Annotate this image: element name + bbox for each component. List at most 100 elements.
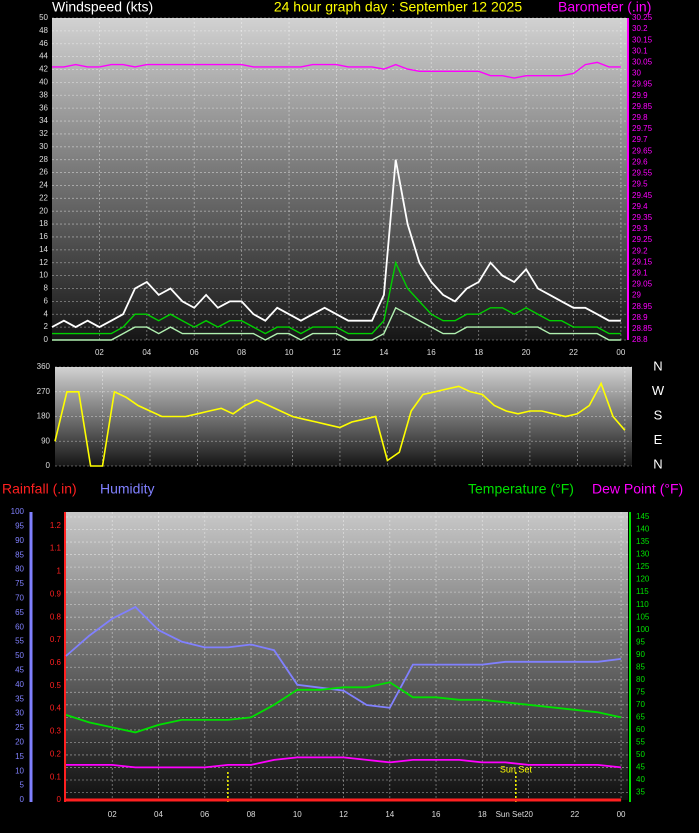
chart-title: 24 hour graph day : September 12 2025 (274, 0, 523, 15)
y-tick-label: 29.15 (632, 257, 653, 266)
x-tick-label: 20 (522, 348, 531, 357)
y-tick-label: 28.85 (632, 324, 653, 333)
x-tick-label: 00 (617, 810, 626, 819)
legend-entry: Rainfall (.in) (2, 481, 77, 497)
compass-label: N (653, 358, 662, 373)
y-tick-label: 130 (636, 550, 650, 559)
y-tick-label: 29.45 (632, 191, 653, 200)
y-tick-label: 34 (39, 116, 48, 125)
y-tick-label: 29.35 (632, 213, 653, 222)
y-tick-label: 16 (39, 232, 48, 241)
y-tick-label: 135 (636, 537, 650, 546)
y-tick-label: 75 (15, 579, 24, 588)
y-tick-label: 115 (636, 587, 649, 596)
x-tick-label: 04 (154, 810, 163, 819)
series-line (52, 306, 621, 341)
y-tick-label: 35 (636, 788, 645, 797)
y-tick-label: 29.75 (632, 124, 653, 133)
y-tick-label: 12 (39, 258, 48, 267)
y-tick-label: 95 (15, 522, 24, 531)
y-tick-label: 26 (39, 168, 48, 177)
y-tick-label: 36 (39, 103, 48, 112)
y-tick-label: 0 (44, 335, 49, 344)
y-tick-label: 35 (15, 694, 24, 703)
y-tick-label: 8 (44, 284, 49, 293)
y-tick-label: 50 (15, 651, 24, 660)
series-line (52, 260, 621, 335)
y-tick-label: 65 (636, 712, 645, 721)
compass-label: S (654, 407, 663, 422)
y-tick-label: 42 (39, 65, 48, 74)
x-tick-label: 22 (570, 810, 579, 819)
y-tick-label: 20 (39, 206, 48, 215)
y-tick-label: 100 (636, 625, 650, 634)
y-tick-label: 70 (636, 700, 645, 709)
y-tick-label: 29.5 (632, 180, 648, 189)
y-tick-label: 90 (41, 436, 50, 445)
y-tick-label: 22 (39, 193, 48, 202)
y-tick-label: 95 (636, 637, 645, 646)
y-tick-label: 55 (15, 637, 24, 646)
annotation: Sun Set (500, 764, 533, 774)
compass-label: W (652, 383, 665, 398)
x-tick-label: 16 (432, 810, 441, 819)
series-line (66, 756, 622, 769)
x-tick-label: 08 (247, 810, 256, 819)
y-tick-label: 29.65 (632, 146, 653, 155)
y-tick-label: 28.95 (632, 302, 653, 311)
y-tick-label: 5 (20, 781, 25, 790)
x-tick-label: 10 (285, 348, 294, 357)
y-tick-label: 32 (39, 129, 48, 138)
series-line (54, 381, 626, 467)
y-tick-label: 0 (57, 795, 62, 804)
x-tick-label: 18 (474, 348, 483, 357)
y-tick-label: 29.7 (632, 135, 648, 144)
y-tick-label: 0 (46, 461, 51, 470)
y-tick-label: 0 (20, 795, 25, 804)
y-tick-label: 105 (636, 612, 650, 621)
y-tick-label: 1.2 (50, 521, 62, 530)
y-tick-label: 20 (15, 738, 24, 747)
y-tick-label: 30.25 (632, 13, 653, 22)
x-tick-label: 20 (524, 810, 533, 819)
y-tick-label: 90 (636, 650, 645, 659)
y-tick-label: 65 (15, 608, 24, 617)
y-tick-label: 24 (39, 181, 48, 190)
y-tick-label: 0.8 (50, 612, 62, 621)
x-tick-label: 12 (332, 348, 341, 357)
y-tick-label: 29.85 (632, 102, 653, 111)
y-tick-label: 0.4 (50, 704, 62, 713)
y-tick-label: 29.9 (632, 91, 648, 100)
y-tick-label: 270 (37, 387, 51, 396)
x-tick-label: 14 (385, 810, 394, 819)
y-tick-label: 29.2 (632, 246, 648, 255)
y-tick-label: 30.2 (632, 24, 648, 33)
y-tick-label: 30 (632, 69, 641, 78)
y-tick-label: 29.4 (632, 202, 648, 211)
y-tick-label: 25 (15, 723, 24, 732)
y-tick-label: 50 (39, 13, 48, 22)
y-tick-label: 14 (39, 245, 48, 254)
x-tick-label: 02 (95, 348, 104, 357)
y-tick-label: 50 (636, 750, 645, 759)
series-line (52, 61, 621, 79)
y-tick-label: 48 (39, 26, 48, 35)
series-line (65, 681, 622, 734)
y-tick-label: 40 (15, 680, 24, 689)
panel-climate (66, 512, 628, 800)
y-tick-label: 0.7 (50, 635, 62, 644)
y-tick-label: 180 (37, 412, 51, 421)
x-tick-label: 00 (616, 348, 625, 357)
y-tick-label: 0.5 (50, 681, 62, 690)
y-tick-label: 30 (39, 142, 48, 151)
wind-label: Windspeed (kts) (52, 0, 153, 15)
x-tick-label: 14 (379, 348, 388, 357)
x-tick-label: 06 (200, 810, 209, 819)
y-tick-label: 28.9 (632, 313, 648, 322)
y-tick-label: 55 (636, 738, 645, 747)
y-tick-label: 30.05 (632, 58, 653, 67)
legend-entry: Temperature (°F) (468, 481, 574, 497)
compass-label: E (654, 432, 663, 447)
x-tick-label: 16 (427, 348, 436, 357)
